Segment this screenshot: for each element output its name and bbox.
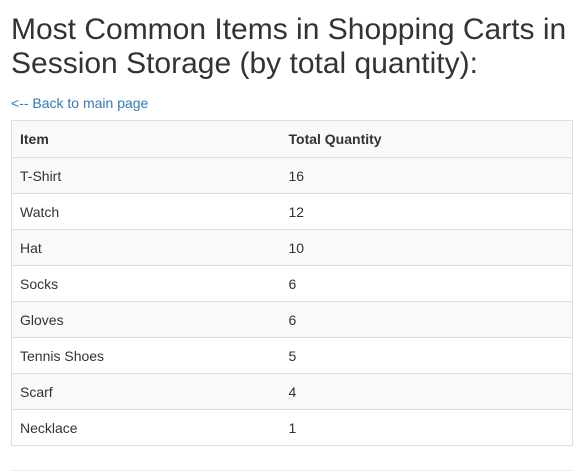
header-total-quantity: Total Quantity	[281, 121, 573, 158]
item-quantity: 6	[281, 302, 573, 338]
table-header-row: Item Total Quantity	[12, 121, 573, 158]
item-name: Watch	[12, 194, 281, 230]
item-name: T-Shirt	[12, 158, 281, 194]
table-row: T-Shirt 16	[12, 158, 573, 194]
footer-divider	[11, 470, 573, 471]
item-name: Necklace	[12, 410, 281, 446]
page-title: Most Common Items in Shopping Carts in S…	[11, 0, 573, 81]
header-item: Item	[12, 121, 281, 158]
item-name: Socks	[12, 266, 281, 302]
table-row: Necklace 1	[12, 410, 573, 446]
item-name: Tennis Shoes	[12, 338, 281, 374]
item-quantity: 16	[281, 158, 573, 194]
item-name: Hat	[12, 230, 281, 266]
item-quantity: 1	[281, 410, 573, 446]
table-row: Tennis Shoes 5	[12, 338, 573, 374]
item-quantity: 12	[281, 194, 573, 230]
item-name: Scarf	[12, 374, 281, 410]
table-row: Socks 6	[12, 266, 573, 302]
table-row: Watch 12	[12, 194, 573, 230]
back-to-main-link[interactable]: <-- Back to main page	[11, 94, 148, 112]
items-table: Item Total Quantity T-Shirt 16 Watch 12 …	[11, 120, 573, 446]
item-name: Gloves	[12, 302, 281, 338]
item-quantity: 5	[281, 338, 573, 374]
item-quantity: 10	[281, 230, 573, 266]
item-quantity: 6	[281, 266, 573, 302]
table-row: Hat 10	[12, 230, 573, 266]
table-row: Gloves 6	[12, 302, 573, 338]
page-container: Most Common Items in Shopping Carts in S…	[11, 0, 573, 113]
item-quantity: 4	[281, 374, 573, 410]
table-row: Scarf 4	[12, 374, 573, 410]
